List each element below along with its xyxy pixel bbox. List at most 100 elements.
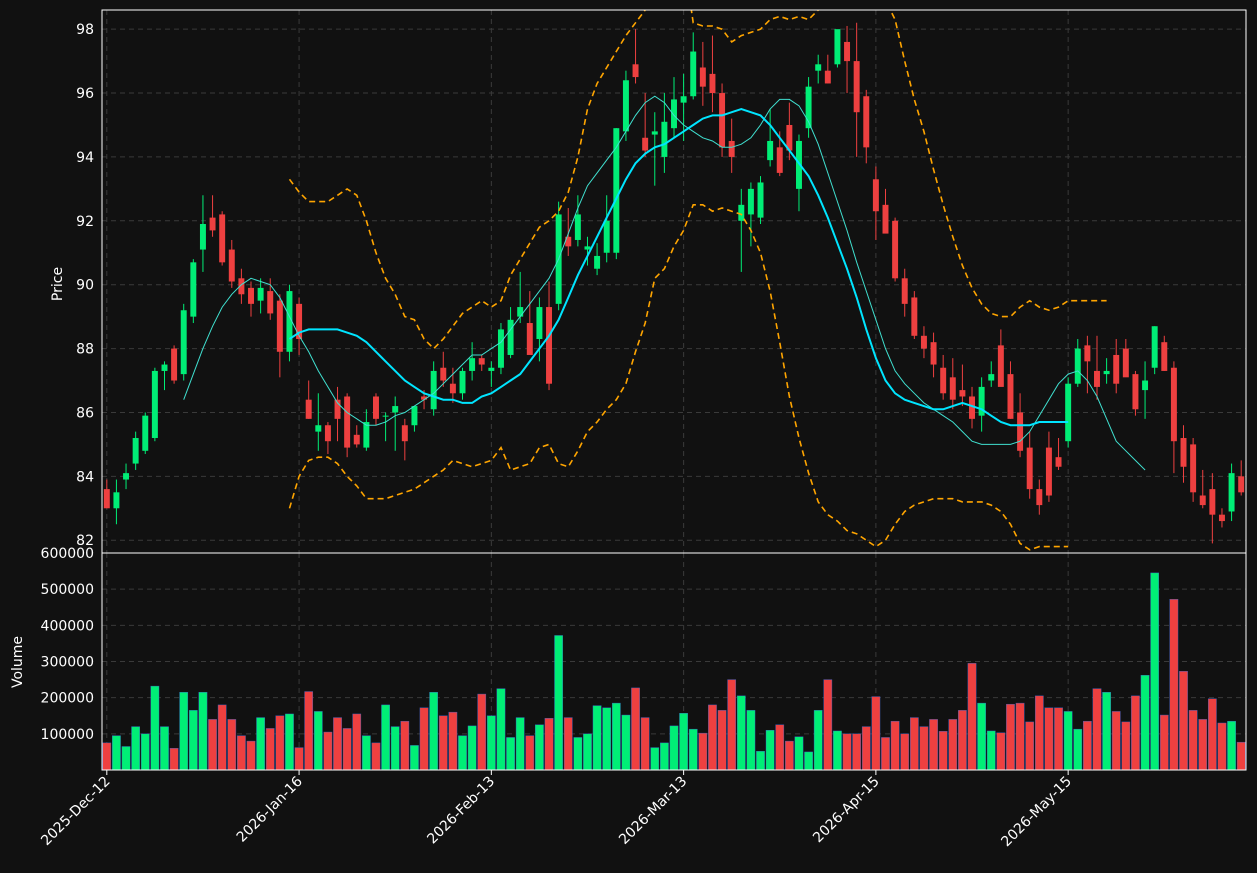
volume-bar xyxy=(688,728,698,770)
volume-bar xyxy=(188,710,198,770)
price-grid xyxy=(102,10,1246,553)
candle-body xyxy=(603,220,610,253)
candle-body xyxy=(834,29,841,65)
candle-body xyxy=(719,93,726,148)
volume-bar xyxy=(910,717,919,770)
candle-body xyxy=(392,406,399,413)
price-tick-label: 98 xyxy=(76,22,94,38)
volume-bar xyxy=(746,710,756,770)
candle-body xyxy=(959,390,966,397)
candle-body xyxy=(286,291,293,352)
volume-bar xyxy=(179,692,189,770)
volume-bar xyxy=(967,663,977,770)
candle-body xyxy=(1103,370,1110,375)
candle-body xyxy=(190,262,197,317)
candle-body xyxy=(747,188,754,215)
volume-bar xyxy=(275,715,285,770)
volume-bar xyxy=(727,679,737,770)
volume-bar xyxy=(294,747,304,770)
candle-body xyxy=(132,438,139,464)
candle-body xyxy=(997,345,1004,387)
volume-bar xyxy=(775,724,785,770)
volume-bar xyxy=(438,715,448,770)
candle-body xyxy=(911,297,918,336)
volume-bar xyxy=(602,707,612,770)
candle-body xyxy=(805,86,812,129)
candle-body xyxy=(517,307,524,317)
candle-body xyxy=(1026,447,1033,490)
volume-bar xyxy=(390,726,400,770)
volume-bar xyxy=(333,717,342,770)
volume-bar xyxy=(227,719,237,770)
price-tick-label: 84 xyxy=(76,469,94,485)
price-tick-label: 90 xyxy=(76,278,94,294)
price-panel xyxy=(103,10,1245,551)
volume-bar xyxy=(496,688,506,770)
volume-bar xyxy=(794,736,804,770)
volume-bar xyxy=(1150,572,1160,770)
candle-body xyxy=(680,96,687,103)
candle-body xyxy=(632,64,639,78)
volume-bar xyxy=(958,710,967,770)
candle-body xyxy=(1094,370,1100,387)
candle-body xyxy=(267,291,274,314)
candle-body xyxy=(546,307,553,384)
volume-bar xyxy=(1054,707,1063,770)
volume-bar xyxy=(563,717,573,770)
volume-bar xyxy=(1217,722,1227,770)
candle-body xyxy=(1209,489,1216,515)
volume-bar xyxy=(208,719,217,770)
volume-bar xyxy=(1121,721,1131,770)
volume-bar xyxy=(1131,695,1140,770)
candle-body xyxy=(1218,514,1225,522)
candle-body xyxy=(1180,438,1187,467)
volume-bar xyxy=(458,735,467,770)
volume-bar xyxy=(525,735,535,770)
volume-bar xyxy=(554,635,563,770)
volume-bar xyxy=(140,733,150,770)
volume-bar xyxy=(948,719,958,770)
volume-bar xyxy=(1015,702,1025,770)
volume-tick-label: 600000 xyxy=(41,546,94,562)
volume-bar xyxy=(1102,692,1111,770)
candle-body xyxy=(113,492,120,509)
candle-body xyxy=(363,422,370,448)
candle-body xyxy=(872,179,879,212)
candle-body xyxy=(709,73,716,94)
volume-tick-label: 200000 xyxy=(41,691,94,707)
volume-panel xyxy=(102,572,1246,770)
candle-body xyxy=(613,128,620,253)
candle-body xyxy=(757,182,764,218)
volume-bar xyxy=(1092,688,1102,770)
volume-bar xyxy=(1140,675,1150,770)
candle-body xyxy=(488,367,495,371)
candle-body xyxy=(180,310,187,375)
candle-body xyxy=(353,434,360,445)
candle-body xyxy=(1074,348,1081,384)
candle-body xyxy=(1007,374,1014,419)
candle-body xyxy=(594,255,601,269)
candle-body xyxy=(930,342,937,365)
volume-bar xyxy=(102,742,112,770)
volume-bar xyxy=(381,704,390,770)
volume-bar xyxy=(121,746,131,770)
volume-bar xyxy=(852,733,861,770)
candle-body xyxy=(728,140,735,157)
volume-bar xyxy=(112,735,121,770)
volume-bar xyxy=(506,737,515,770)
volume-bar xyxy=(813,710,823,770)
candle-body xyxy=(497,329,504,368)
candle-body xyxy=(219,214,226,263)
volume-bar xyxy=(765,730,775,770)
candle-body xyxy=(642,137,649,151)
candle-body xyxy=(1190,444,1197,493)
volume-bar xyxy=(1083,720,1092,770)
candle-body xyxy=(815,64,822,71)
candle-body xyxy=(305,399,312,419)
candle-body xyxy=(651,131,658,135)
volume-bar xyxy=(660,742,669,770)
candle-body xyxy=(969,396,975,419)
candle-body xyxy=(882,204,889,234)
candle-body xyxy=(478,358,485,365)
volume-bar xyxy=(515,717,525,770)
